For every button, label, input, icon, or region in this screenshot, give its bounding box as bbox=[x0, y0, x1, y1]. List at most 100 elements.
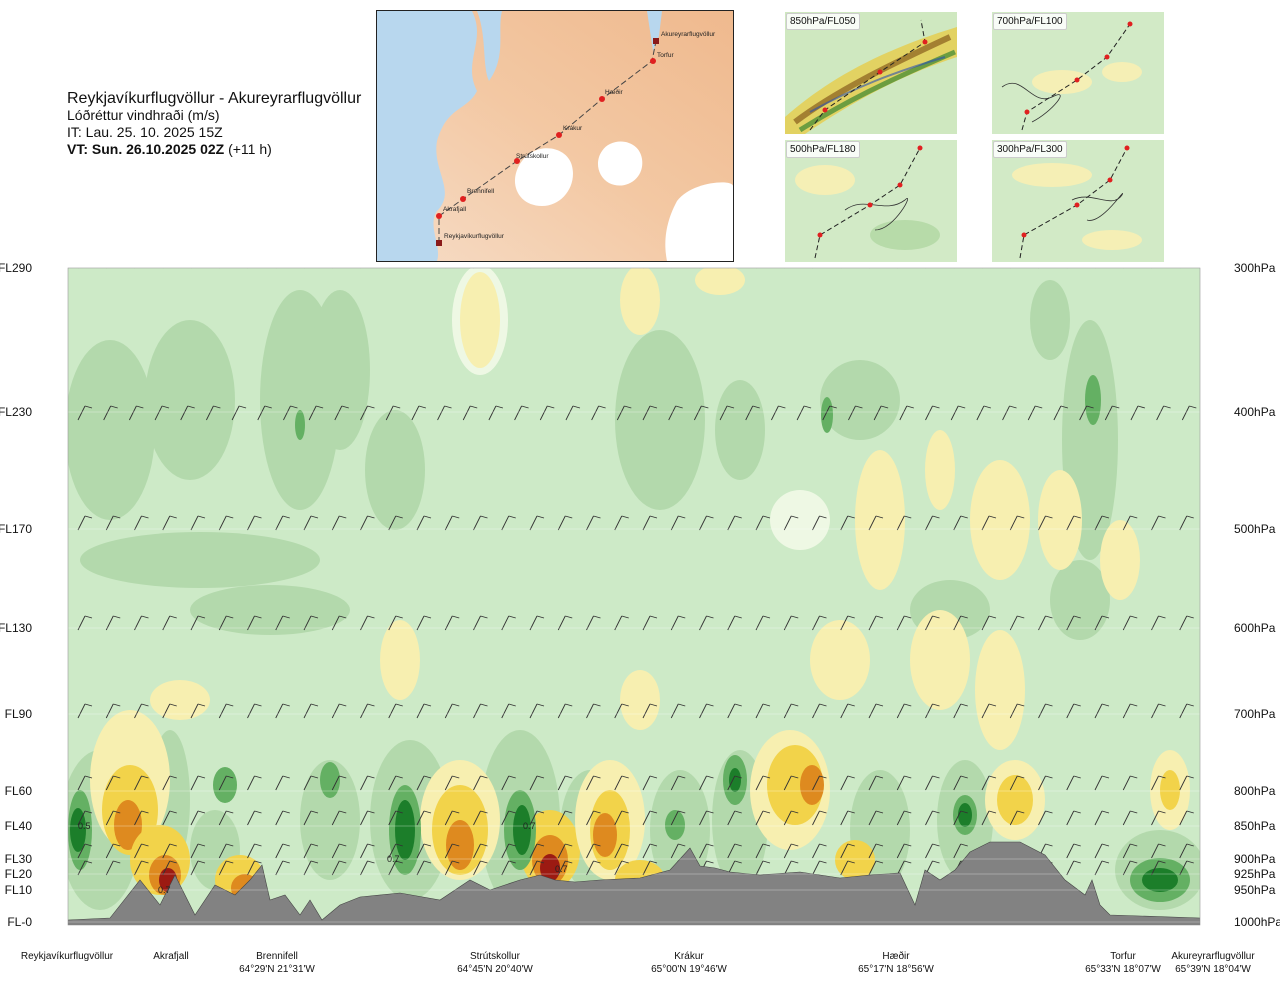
wind-barb bbox=[77, 703, 93, 719]
wind-barb bbox=[190, 843, 206, 859]
wind-barb bbox=[727, 810, 742, 826]
wind-barb bbox=[360, 860, 375, 876]
velocity-contour bbox=[513, 805, 531, 855]
wind-barb bbox=[180, 405, 195, 421]
wind-barb bbox=[783, 860, 799, 876]
glacier-3 bbox=[665, 182, 733, 261]
wind-barb bbox=[1122, 515, 1138, 531]
vertical-velocity-field bbox=[68, 268, 1200, 910]
velocity-contour bbox=[715, 380, 765, 480]
wind-barb bbox=[1151, 703, 1166, 719]
y-right-tick: 925hPa bbox=[1234, 867, 1276, 881]
wind-barb bbox=[670, 515, 686, 531]
wind-barb bbox=[134, 703, 149, 719]
wp-label: Hæðir bbox=[605, 88, 624, 96]
wind-barb bbox=[388, 810, 403, 826]
wind-barb bbox=[331, 860, 347, 876]
y-left-tick: FL290 bbox=[0, 261, 32, 275]
wind-barb bbox=[331, 615, 347, 631]
wp-marker-aey bbox=[653, 38, 659, 44]
wind-barb bbox=[812, 515, 827, 531]
wind-barb bbox=[77, 843, 93, 859]
wind-barb bbox=[247, 775, 262, 791]
wind-barb bbox=[586, 843, 601, 859]
wind-barb bbox=[756, 268, 757, 269]
wind-barb bbox=[1038, 615, 1053, 631]
wind-barb bbox=[501, 843, 516, 859]
wind-barb bbox=[868, 860, 884, 876]
route-map: Reykjavíkurflugvöllur Akrafjall Brennife… bbox=[376, 10, 734, 262]
wind-barb bbox=[162, 775, 177, 791]
panel-850: 850hPa/FL050 bbox=[785, 12, 957, 134]
wp-marker-brennifell bbox=[460, 196, 466, 202]
y-left-tick: FL40 bbox=[5, 819, 33, 833]
wind-barb bbox=[105, 775, 121, 791]
wind-barb bbox=[529, 860, 545, 876]
wind-barb bbox=[529, 843, 545, 859]
wind-barb bbox=[1151, 615, 1166, 631]
wind-barb bbox=[444, 703, 460, 719]
wind-barb bbox=[812, 775, 827, 791]
wind-barb bbox=[162, 843, 177, 859]
wind-barb bbox=[539, 405, 555, 421]
y-left-tick: FL130 bbox=[0, 621, 32, 635]
wind-barb bbox=[796, 405, 812, 421]
velocity-contour bbox=[800, 765, 824, 805]
wind-barb bbox=[1181, 405, 1197, 421]
wind-barb bbox=[385, 405, 401, 421]
wind-barb bbox=[812, 810, 827, 826]
wind-barb bbox=[514, 405, 529, 421]
wind-barb bbox=[529, 810, 545, 826]
wind-barb bbox=[953, 775, 968, 791]
wind-barb bbox=[586, 860, 601, 876]
velocity-contour bbox=[70, 808, 86, 852]
wind-barb bbox=[783, 775, 799, 791]
init-time: IT: Lau. 25. 10. 2025 15Z bbox=[67, 124, 223, 140]
wind-barb bbox=[614, 615, 629, 631]
wind-barb bbox=[331, 775, 347, 791]
wind-barb bbox=[896, 515, 912, 531]
wind-barb bbox=[247, 268, 249, 269]
value-annotation: 0.7 bbox=[555, 864, 568, 874]
wind-barb bbox=[162, 703, 177, 719]
wind-barb bbox=[727, 775, 742, 791]
wind-barb bbox=[897, 268, 898, 269]
y-right-tick: 800hPa bbox=[1234, 784, 1276, 798]
glacier-2 bbox=[597, 141, 643, 186]
wp-label: Krákur bbox=[563, 125, 583, 132]
wind-barb bbox=[586, 703, 601, 719]
wind-barb bbox=[275, 615, 290, 631]
wind-barb bbox=[848, 405, 863, 421]
velocity-contour bbox=[395, 800, 415, 860]
value-annotation: 0.7 bbox=[387, 854, 400, 864]
wind-barb bbox=[1038, 268, 1040, 269]
wind-barb bbox=[360, 810, 375, 826]
wp-marker-strutskollur bbox=[514, 158, 520, 164]
wind-barb bbox=[473, 615, 488, 631]
wind-barb bbox=[275, 268, 277, 269]
wind-barb bbox=[134, 810, 149, 826]
wind-barb bbox=[275, 775, 290, 791]
wind-barb bbox=[822, 405, 837, 421]
y-right-tick: 700hPa bbox=[1234, 707, 1276, 721]
wind-barb bbox=[416, 775, 432, 791]
wind-barb bbox=[586, 615, 601, 631]
wind-barb bbox=[1027, 405, 1043, 421]
wind-barb bbox=[388, 703, 403, 719]
wind-barb bbox=[614, 703, 629, 719]
y-right-tick: 400hPa bbox=[1234, 405, 1276, 419]
wind-barb bbox=[462, 405, 478, 421]
velocity-contour bbox=[320, 762, 340, 798]
y-right-tick: 500hPa bbox=[1234, 522, 1276, 536]
wind-barb bbox=[416, 810, 432, 826]
wind-barb bbox=[501, 810, 516, 826]
wind-barb bbox=[77, 775, 93, 791]
x-location-label: Krákur 65°00'N 19°46'W bbox=[651, 950, 727, 976]
wind-barb bbox=[1009, 515, 1025, 531]
wind-barb bbox=[557, 515, 573, 531]
panel-700: 700hPa/FL100 bbox=[992, 12, 1164, 134]
wind-barb bbox=[953, 268, 955, 269]
wind-barb bbox=[501, 860, 516, 876]
wind-barb bbox=[162, 515, 177, 531]
